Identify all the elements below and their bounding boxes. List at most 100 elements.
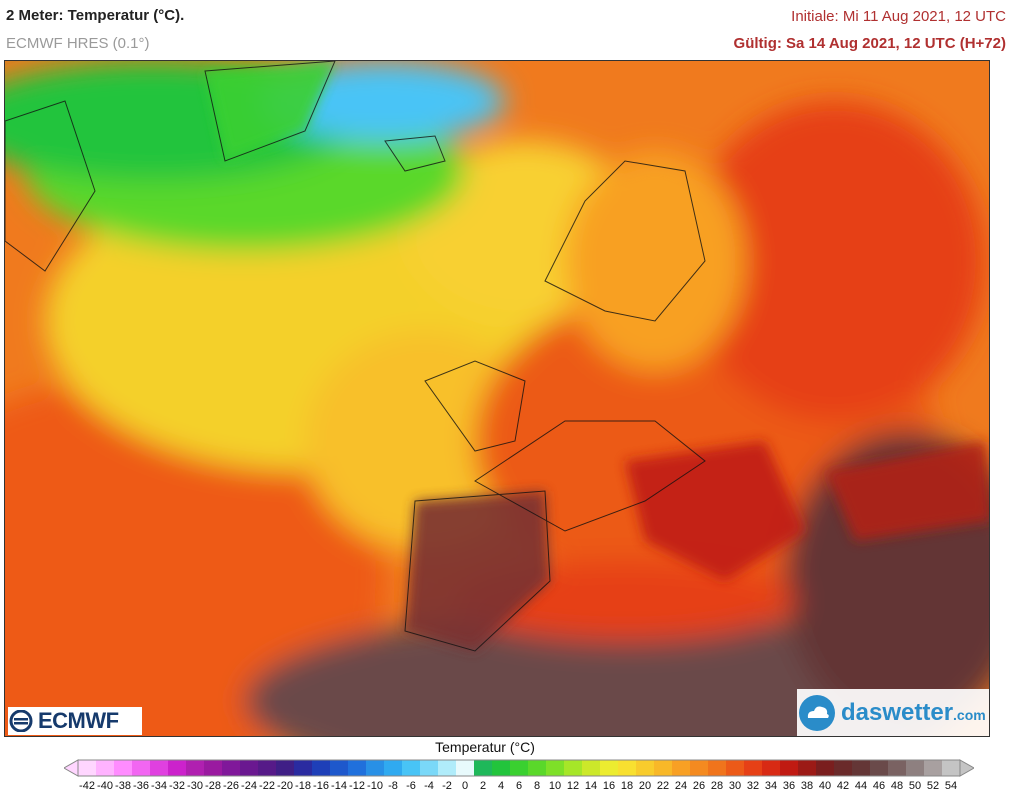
legend-swatch	[690, 760, 709, 776]
legend-tick-label: 44	[854, 780, 868, 792]
map-svg	[5, 61, 989, 736]
legend-swatch	[816, 760, 835, 776]
legend-swatch	[150, 760, 169, 776]
legend-tick-label: -12	[349, 780, 365, 792]
legend-tick-label: 48	[890, 780, 904, 792]
ecmwf-logo-icon	[9, 710, 33, 732]
legend-tick-label: 38	[800, 780, 814, 792]
legend-tick-label: -2	[442, 780, 452, 792]
legend-swatch	[492, 760, 511, 776]
legend-swatch	[132, 760, 151, 776]
legend-tick-label: 54	[944, 780, 958, 792]
legend-swatch	[672, 760, 691, 776]
legend-swatch	[582, 760, 601, 776]
legend-tick-label: 22	[656, 780, 670, 792]
daswetter-cloud-icon	[799, 694, 835, 731]
legend-swatch	[600, 760, 619, 776]
legend-swatch	[924, 760, 943, 776]
legend-swatch	[330, 760, 349, 776]
legend-tick-label: 14	[584, 780, 598, 792]
legend-swatch	[474, 760, 493, 776]
legend-tick-label: -18	[295, 780, 311, 792]
daswetter-logo: daswetter.com	[797, 689, 989, 736]
daswetter-tld: .com	[953, 706, 986, 723]
valid-time: Gültig: Sa 14 Aug 2021, 12 UTC (H+72)	[733, 35, 1006, 52]
temperature-map[interactable]	[4, 60, 990, 737]
legend-tick-label: 12	[566, 780, 580, 792]
legend-swatch	[708, 760, 727, 776]
legend-tick-label: -42	[79, 780, 95, 792]
legend-swatch	[240, 760, 259, 776]
legend-tick-label: -32	[169, 780, 185, 792]
legend-swatch	[654, 760, 673, 776]
legend-swatch	[222, 760, 241, 776]
legend-swatch	[366, 760, 385, 776]
legend-swatch	[78, 760, 97, 776]
legend-swatch	[276, 760, 295, 776]
legend-tick-label: 16	[602, 780, 616, 792]
map-title: 2 Meter: Temperatur (°C).	[6, 7, 185, 24]
legend-swatch	[780, 760, 799, 776]
legend-tick-label: 6	[515, 780, 523, 792]
legend-swatch	[438, 760, 457, 776]
legend-tick-label: -36	[133, 780, 149, 792]
legend-tick-label: -40	[97, 780, 113, 792]
legend-swatch	[564, 760, 583, 776]
legend-swatch	[834, 760, 853, 776]
legend-tick-label: 46	[872, 780, 886, 792]
legend-tick-label: -16	[313, 780, 329, 792]
legend-swatch	[942, 760, 961, 776]
legend-tick-label: -28	[205, 780, 221, 792]
legend-tick-label: 52	[926, 780, 940, 792]
legend-swatch	[618, 760, 637, 776]
legend-tick-label: -24	[241, 780, 257, 792]
legend-swatch	[96, 760, 115, 776]
legend-tick-label: 50	[908, 780, 922, 792]
legend-swatch	[636, 760, 655, 776]
legend-swatch	[726, 760, 745, 776]
legend-tick-label: 4	[497, 780, 505, 792]
legend-tick-label: 36	[782, 780, 796, 792]
legend-swatch	[348, 760, 367, 776]
legend-swatch	[186, 760, 205, 776]
legend-tick-label: 10	[548, 780, 562, 792]
legend-swatch	[114, 760, 133, 776]
legend-swatch	[798, 760, 817, 776]
legend-swatch	[510, 760, 529, 776]
legend-tick-label: -14	[331, 780, 347, 792]
legend-tick-label: 28	[710, 780, 724, 792]
legend-swatch	[870, 760, 889, 776]
legend-title: Temperatur (°C)	[435, 739, 535, 755]
daswetter-name: daswetter	[841, 698, 954, 726]
legend-swatch	[420, 760, 439, 776]
legend-swatch	[312, 760, 331, 776]
legend-tick-label: -22	[259, 780, 275, 792]
legend-swatch	[744, 760, 763, 776]
ecmwf-logo: ECMWF	[8, 707, 142, 735]
legend-tick-label: 34	[764, 780, 778, 792]
legend-swatch	[384, 760, 403, 776]
legend-tick-label: 20	[638, 780, 652, 792]
legend-tick-label: -8	[388, 780, 398, 792]
legend-tick-label: 2	[479, 780, 487, 792]
legend-tick-label: 0	[461, 780, 469, 792]
coastlines	[5, 61, 706, 652]
legend-swatch	[528, 760, 547, 776]
legend-swatch	[906, 760, 925, 776]
legend-tick-label: -30	[187, 780, 203, 792]
legend-tick-label: -26	[223, 780, 239, 792]
legend-tick-label: 42	[836, 780, 850, 792]
legend-tick-label: 30	[728, 780, 742, 792]
legend-swatch	[546, 760, 565, 776]
legend-tick-label: -6	[406, 780, 416, 792]
legend-swatch	[762, 760, 781, 776]
legend-swatch	[258, 760, 277, 776]
legend-arrow-left	[64, 759, 79, 777]
legend-tick-label: 8	[533, 780, 541, 792]
legend-labels: -42 -40 -38 -36 -34 -32 -30 -28 -26 -24 -22 -20 -18-…	[0, 780, 1024, 798]
legend-tick-label: -38	[115, 780, 131, 792]
legend-swatch	[168, 760, 187, 776]
initial-time: Initiale: Mi 11 Aug 2021, 12 UTC	[791, 8, 1006, 25]
legend-tick-label: 32	[746, 780, 760, 792]
legend-swatch	[888, 760, 907, 776]
